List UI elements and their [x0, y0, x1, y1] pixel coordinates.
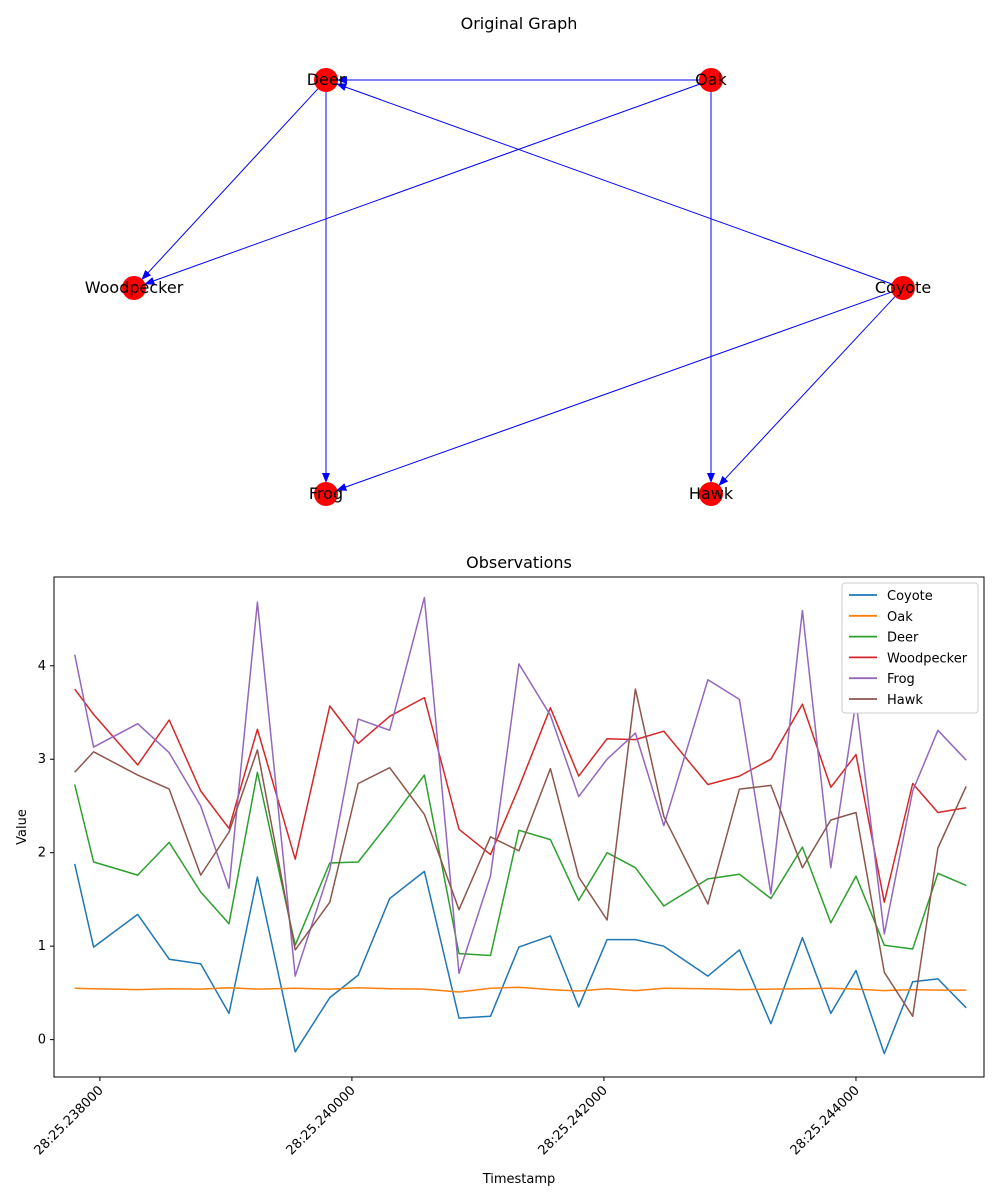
node-woodpecker [122, 276, 146, 300]
chart-title: Observations [466, 553, 572, 572]
x-tick-label: 28:25.244000 [788, 1083, 863, 1158]
node-label-hawk: Hawk [689, 484, 734, 503]
plot-area [53, 576, 985, 1078]
node-label-frog: Frog [309, 484, 343, 503]
x-axis-label: Timestamp [482, 1172, 556, 1187]
node-label-woodpecker: Woodpecker [85, 278, 184, 297]
edge-coyote-to-hawk [718, 296, 896, 486]
graph-nodes: Deer Oak Woodpecker Coyote Frog Hawk [85, 68, 931, 506]
x-axis: 28:25.238000 28:25.240000 28:25.242000 28:2… [32, 1077, 863, 1158]
legend-label-oak: Oak [887, 610, 913, 625]
legend-label-deer: Deer [887, 631, 919, 646]
legend-label-woodpecker: Woodpecker [887, 651, 968, 666]
y-tick-label: 0 [38, 1033, 46, 1048]
y-axis-label: Value [15, 809, 30, 845]
node-deer [314, 68, 338, 92]
graph-edges [141, 76, 896, 491]
y-tick-label: 2 [38, 846, 46, 861]
y-tick-label: 4 [38, 659, 46, 674]
node-label-oak: Oak [695, 70, 727, 89]
y-axis: 0 1 2 3 4 [38, 659, 54, 1048]
legend-label-hawk: Hawk [887, 693, 923, 708]
series-line-hawk [74, 688, 967, 1018]
node-hawk [699, 482, 723, 506]
node-label-deer: Deer [307, 70, 346, 89]
node-frog [314, 482, 338, 506]
edge-coyote-to-frog [336, 291, 892, 491]
series-line-deer [73, 771, 967, 957]
node-oak [699, 68, 723, 92]
series-line-frog [73, 596, 967, 977]
x-tick-label: 28:25.238000 [32, 1083, 107, 1158]
legend-label-frog: Frog [887, 672, 915, 687]
edge-oak-to-woodpecker [144, 83, 700, 285]
edge-deer-to-woodpecker [141, 88, 319, 280]
series-lines [73, 596, 967, 1055]
legend-label-coyote: Coyote [887, 589, 933, 604]
series-line-coyote [73, 863, 967, 1055]
x-tick-label: 28:25.240000 [284, 1083, 359, 1158]
y-tick-label: 3 [38, 752, 46, 767]
x-tick-label: 28:25.242000 [536, 1083, 611, 1158]
node-coyote [891, 276, 915, 300]
series-line-woodpecker [74, 688, 967, 903]
series-line-oak [74, 986, 967, 993]
edge-coyote-to-deer [336, 83, 892, 285]
graph-title: Original Graph [461, 14, 578, 33]
legend: Coyote Oak Deer Woodpecker Frog Hawk [841, 582, 979, 714]
node-label-coyote: Coyote [875, 278, 931, 297]
y-tick-label: 1 [38, 939, 46, 954]
